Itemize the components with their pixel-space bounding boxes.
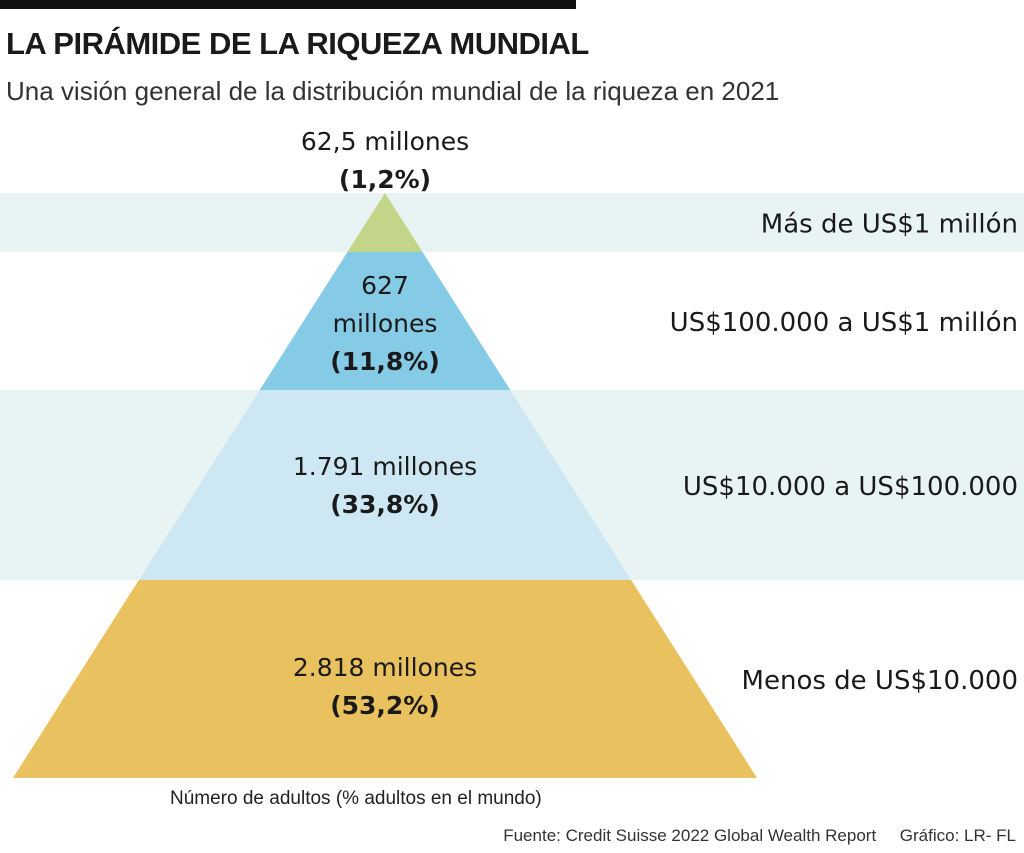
value-label: 2.818 millones [293, 653, 477, 682]
value-label: 62,5 millones [301, 127, 469, 156]
value-label: millones [333, 309, 438, 338]
category-label: Menos de US$10.000 [742, 666, 1018, 696]
value-label: 627 [361, 271, 409, 300]
percent-label: (11,8%) [330, 347, 440, 376]
band-0 [0, 193, 1024, 252]
top-rule [0, 0, 576, 9]
percent-label: (53,2%) [330, 691, 440, 720]
pyramid-level-3 [12, 580, 758, 778]
chart-title: LA PIRÁMIDE DE LA RIQUEZA MUNDIAL [6, 26, 589, 61]
x-axis-label: Número de adultos (% adultos en el mundo… [170, 788, 542, 809]
pyramid-level-2 [138, 390, 632, 580]
percent-label: (33,8%) [330, 490, 440, 519]
footer: Fuente: Credit Suisse 2022 Global Wealth… [503, 826, 1016, 846]
source-note: Fuente: Credit Suisse 2022 Global Wealth… [503, 826, 877, 845]
chart-subtitle: Una visión general de la distribución mu… [6, 76, 780, 106]
category-label: US$100.000 a US$1 millón [670, 308, 1018, 338]
pyramid-level-1 [259, 252, 511, 390]
credit-note: Gráfico: LR- FL [899, 826, 1016, 845]
category-label: Más de US$1 millón [761, 210, 1018, 240]
value-label: 1.791 millones [293, 452, 477, 481]
pyramid-level-0 [347, 193, 423, 252]
percent-label: (1,2%) [339, 165, 431, 194]
category-label: US$10.000 a US$100.000 [683, 472, 1018, 502]
